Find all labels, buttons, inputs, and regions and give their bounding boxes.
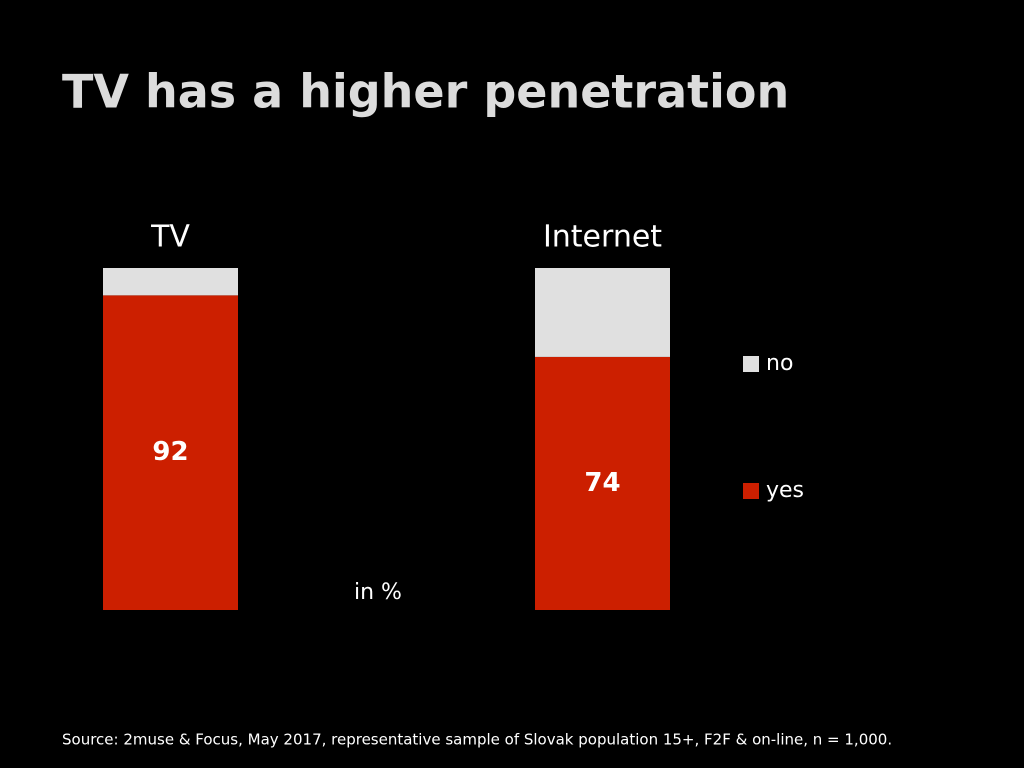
- bar-segment: [103, 295, 238, 610]
- legend-label: yes: [766, 478, 804, 503]
- bar-segment: [535, 356, 670, 610]
- source-note: Source: 2muse & Focus, May 2017, represe…: [62, 731, 892, 749]
- category-label: TV: [150, 220, 190, 255]
- bar-segment: [535, 268, 670, 357]
- value-label: 92: [152, 437, 188, 467]
- legend-swatch: [743, 356, 759, 372]
- category-label: Internet: [543, 220, 662, 255]
- bar-segment: [103, 268, 238, 296]
- legend-swatch: [743, 483, 759, 499]
- legend-label: no: [766, 351, 793, 376]
- value-label: 74: [584, 468, 620, 498]
- chart-title: TV has a higher penetration: [62, 65, 789, 119]
- annotation: in %: [354, 580, 402, 605]
